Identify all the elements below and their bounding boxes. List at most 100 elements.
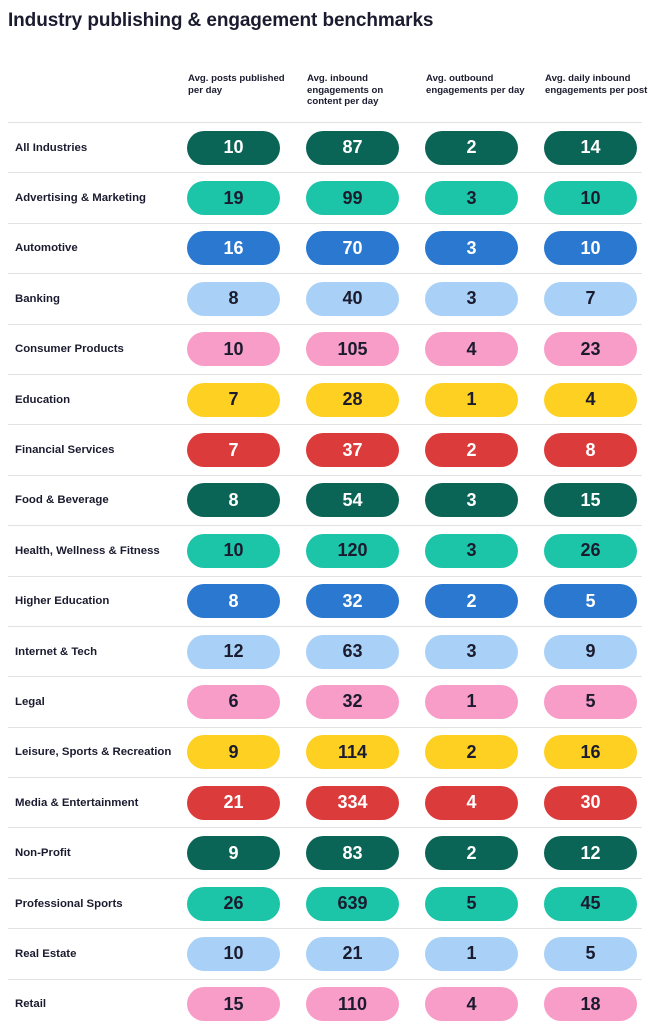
industry-label: All Industries [15,141,88,154]
value-pill-engagements-per-post: 16 [544,735,637,770]
value-pill-engagements-per-post: 10 [544,231,637,266]
value-pill-posts-per-day: 9 [187,836,280,871]
table-row: Automotive 16 70 3 10 [8,222,642,273]
table-row: Advertising & Marketing 19 99 3 10 [8,172,642,222]
value-pill-posts-per-day: 6 [187,684,280,719]
value-pill-outbound-engagements: 3 [425,483,518,518]
industry-label: Food & Beverage [15,494,109,507]
value-pill-inbound-engagements: 99 [306,181,399,216]
table-row: Retail 15 110 4 18 [8,978,642,1029]
value-pill-outbound-engagements: 3 [425,281,518,316]
value-pill-engagements-per-post: 14 [544,130,637,165]
value-pill-inbound-engagements: 63 [306,634,399,669]
industry-label: Legal [15,695,45,708]
value-pill-engagements-per-post: 9 [544,634,637,669]
value-pill-engagements-per-post: 45 [544,886,637,921]
value-pill-inbound-engagements: 87 [306,130,399,165]
value-pill-inbound-engagements: 54 [306,483,399,518]
value-pill-engagements-per-post: 23 [544,332,637,367]
table-row: Higher Education 8 32 2 5 [8,575,642,626]
value-pill-outbound-engagements: 4 [425,785,518,820]
value-pill-inbound-engagements: 114 [306,735,399,770]
industry-label: Higher Education [15,595,110,608]
value-pill-engagements-per-post: 18 [544,987,637,1022]
industry-label: Media & Entertainment [15,796,139,809]
value-pill-posts-per-day: 7 [187,382,280,417]
value-pill-posts-per-day: 7 [187,433,280,468]
table-row: All Industries 10 87 2 14 [8,122,642,172]
value-pill-outbound-engagements: 4 [425,332,518,367]
industry-label: Banking [15,292,60,305]
value-pill-posts-per-day: 10 [187,332,280,367]
page-title: Industry publishing & engagement benchma… [8,10,434,31]
value-pill-posts-per-day: 15 [187,987,280,1022]
value-pill-posts-per-day: 10 [187,533,280,568]
value-pill-inbound-engagements: 40 [306,281,399,316]
industry-label: Retail [15,998,47,1011]
value-pill-engagements-per-post: 4 [544,382,637,417]
table-row: Leisure, Sports & Recreation 9 114 2 16 [8,726,642,777]
value-pill-outbound-engagements: 3 [425,634,518,669]
value-pill-posts-per-day: 21 [187,785,280,820]
value-pill-engagements-per-post: 5 [544,936,637,971]
table-row: Legal 6 32 1 5 [8,676,642,726]
table-row: Internet & Tech 12 63 3 9 [8,625,642,676]
industry-label: Education [15,393,71,406]
value-pill-engagements-per-post: 5 [544,684,637,719]
industry-label: Financial Services [15,444,115,457]
column-header-posts-per-day: Avg. posts published per day [188,73,285,96]
value-pill-inbound-engagements: 32 [306,584,399,619]
value-pill-inbound-engagements: 83 [306,836,399,871]
value-pill-engagements-per-post: 12 [544,836,637,871]
value-pill-outbound-engagements: 3 [425,231,518,266]
value-pill-engagements-per-post: 15 [544,483,637,518]
value-pill-outbound-engagements: 1 [425,936,518,971]
table-row: Professional Sports 26 639 5 45 [8,877,642,928]
table-row: Real Estate 10 21 1 5 [8,928,642,978]
value-pill-inbound-engagements: 120 [306,533,399,568]
value-pill-outbound-engagements: 2 [425,433,518,468]
column-header-inbound-engagements: Avg. inbound engagements on content per … [307,73,384,107]
value-pill-engagements-per-post: 5 [544,584,637,619]
value-pill-engagements-per-post: 10 [544,181,637,216]
industry-label: Internet & Tech [15,645,98,658]
value-pill-engagements-per-post: 8 [544,433,637,468]
value-pill-outbound-engagements: 2 [425,584,518,619]
industry-label: Leisure, Sports & Recreation [15,746,172,759]
table-row: Financial Services 7 37 2 8 [8,424,642,474]
value-pill-outbound-engagements: 3 [425,533,518,568]
value-pill-posts-per-day: 8 [187,584,280,619]
value-pill-inbound-engagements: 21 [306,936,399,971]
value-pill-outbound-engagements: 3 [425,181,518,216]
value-pill-engagements-per-post: 30 [544,785,637,820]
industry-label: Health, Wellness & Fitness [15,544,160,557]
industry-label: Advertising & Marketing [15,192,147,205]
industry-label: Real Estate [15,947,77,960]
value-pill-outbound-engagements: 1 [425,684,518,719]
value-pill-posts-per-day: 8 [187,281,280,316]
value-pill-outbound-engagements: 2 [425,735,518,770]
value-pill-outbound-engagements: 1 [425,382,518,417]
table-row: Non-Profit 9 83 2 12 [8,827,642,877]
value-pill-posts-per-day: 8 [187,483,280,518]
value-pill-posts-per-day: 10 [187,936,280,971]
value-pill-inbound-engagements: 105 [306,332,399,367]
table-row: Media & Entertainment 21 334 4 30 [8,777,642,827]
table-row: Education 7 28 1 4 [8,373,642,424]
industry-label: Professional Sports [15,897,123,910]
value-pill-outbound-engagements: 5 [425,886,518,921]
table-row: Consumer Products 10 105 4 23 [8,323,642,374]
value-pill-posts-per-day: 16 [187,231,280,266]
value-pill-posts-per-day: 10 [187,130,280,165]
value-pill-posts-per-day: 9 [187,735,280,770]
table-row: Food & Beverage 8 54 3 15 [8,474,642,525]
value-pill-inbound-engagements: 37 [306,433,399,468]
value-pill-outbound-engagements: 2 [425,130,518,165]
table-row: Banking 8 40 3 7 [8,273,642,323]
table-row: Health, Wellness & Fitness 10 120 3 26 [8,525,642,575]
benchmark-table: All Industries 10 87 2 14 Advertising & Marke… [8,122,642,1029]
value-pill-engagements-per-post: 7 [544,281,637,316]
industry-label: Non-Profit [15,847,71,860]
column-header-outbound-engagements: Avg. outbound engagements per day [426,73,525,96]
industry-label: Consumer Products [15,343,124,356]
